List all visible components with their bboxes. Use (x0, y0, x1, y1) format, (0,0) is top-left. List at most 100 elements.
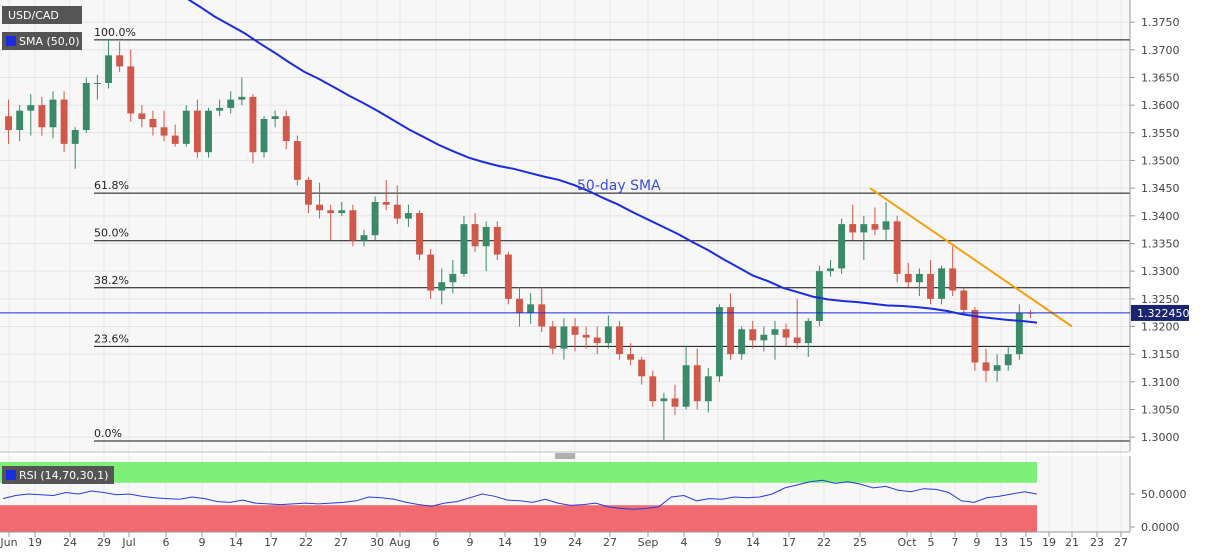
candle-body (393, 204, 401, 219)
time-tick-label: 15 (1019, 536, 1033, 549)
candle-body (638, 359, 646, 377)
candle-body (182, 110, 190, 144)
rsi-legend-swatch (6, 470, 16, 480)
candle-body (416, 213, 423, 255)
candle-body (349, 210, 357, 241)
candle-body (49, 99, 57, 128)
candle-body (727, 307, 734, 355)
time-tick-label: 4 (681, 536, 688, 549)
candle-body (338, 210, 346, 214)
rsi-tick-label: 50.0000 (1141, 488, 1187, 501)
candle-body (193, 110, 201, 153)
candle-body (904, 273, 912, 283)
candle-body (715, 307, 723, 377)
time-tick-label: 24 (568, 536, 582, 549)
time-tick-label: 7 (952, 536, 959, 549)
candle-body (704, 376, 712, 402)
time-tick-label: 9 (199, 536, 206, 549)
candle-body (749, 329, 757, 341)
candle-body (160, 127, 168, 136)
price-tick-label: 1.3550 (1141, 127, 1180, 140)
price-tick-label: 1.3500 (1141, 154, 1180, 167)
candle-body (927, 273, 934, 299)
time-tick-label: 13 (994, 536, 1008, 549)
candle-body (282, 116, 290, 142)
time-tick-label: 29 (97, 536, 111, 549)
rsi-badge (2, 466, 114, 484)
candle-body (793, 337, 801, 344)
candle-body (971, 309, 979, 363)
candle-body (571, 326, 579, 335)
time-tick-label: 17 (264, 536, 278, 549)
candle-body (171, 135, 179, 144)
candle-body (149, 118, 157, 128)
candle-body (993, 365, 1001, 371)
time-tick-label: 5 (928, 536, 935, 549)
candle-body (627, 354, 635, 360)
candle-body (60, 99, 68, 144)
candle-body (849, 224, 857, 233)
candle-body (582, 334, 590, 338)
fib-label: 50.0% (94, 227, 129, 240)
candle-body (293, 141, 301, 180)
candle-body (560, 326, 568, 349)
candle-body (593, 337, 601, 344)
time-tick-label: 9 (974, 536, 981, 549)
fib-label: 23.6% (94, 332, 129, 345)
time-tick-label: 19 (28, 536, 42, 549)
price-tick-label: 1.3200 (1141, 320, 1180, 333)
fib-label: 38.2% (94, 274, 129, 287)
time-tick-label: 25 (853, 536, 867, 549)
price-panel-background (0, 0, 1130, 451)
candle-body (482, 226, 490, 247)
symbol-label: USD/CAD (8, 9, 59, 22)
candle-body (371, 201, 379, 236)
candle-body (516, 298, 523, 313)
candle-body (1004, 354, 1012, 366)
candle-body (360, 235, 368, 241)
rsi-oversold-zone (0, 505, 1037, 532)
candle-body (616, 326, 623, 355)
time-tick-label: 22 (817, 536, 831, 549)
candles (5, 38, 1034, 442)
panel-resize-handle[interactable] (555, 453, 575, 459)
price-tick-label: 1.3250 (1141, 293, 1180, 306)
time-tick-label: 19 (533, 536, 547, 549)
rsi-axis: 50.0000 0.0000 (1130, 488, 1187, 534)
price-tick-label: 1.3700 (1141, 44, 1180, 57)
time-tick-label: Sep (638, 536, 659, 549)
sma-legend-badge (2, 32, 82, 50)
price-tick-label: 1.3600 (1141, 99, 1180, 112)
price-tick-label: 1.3650 (1141, 71, 1180, 84)
candle-body (982, 362, 990, 371)
candle-body (305, 179, 312, 205)
fib-label: 61.8% (94, 179, 129, 192)
sma-line (187, 0, 1038, 324)
fib-label: 100.0% (94, 26, 136, 39)
resistance-trendline (869, 187, 1073, 328)
candle-body (216, 107, 224, 111)
time-tick-label: 6 (163, 536, 170, 549)
rsi-tick-label: 0.0000 (1141, 521, 1180, 534)
time-tick-label: 14 (746, 536, 760, 549)
candle-body (738, 329, 746, 355)
candle-body (138, 113, 146, 119)
candle-body (860, 224, 868, 233)
candle-body (438, 282, 446, 291)
candle-body (682, 365, 690, 407)
price-tick-label: 1.3150 (1141, 348, 1180, 361)
candle-body (227, 99, 235, 108)
time-tick-label: 22 (299, 536, 313, 549)
time-tick-label: 23 (1090, 536, 1104, 549)
time-tick-label: 24 (63, 536, 77, 549)
last-price-badge: 1.322450 (1131, 304, 1190, 321)
candle-body (771, 329, 779, 335)
candle-body (960, 290, 968, 310)
price-tick-label: 1.3050 (1141, 403, 1180, 416)
candle-body (815, 271, 823, 321)
candle-body (327, 210, 335, 214)
candle-body (404, 213, 412, 219)
candle-body (449, 273, 457, 283)
candle-body (760, 334, 768, 341)
